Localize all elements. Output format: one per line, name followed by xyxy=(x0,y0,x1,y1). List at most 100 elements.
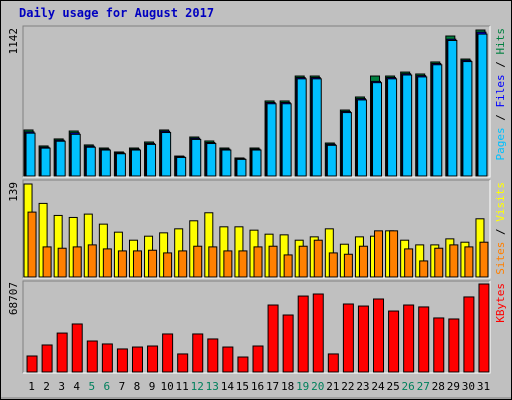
x-tick-label: 11 xyxy=(176,380,189,393)
bar xyxy=(115,153,126,177)
bar xyxy=(403,304,415,373)
x-tick-label: 12 xyxy=(191,380,204,393)
panel-shade xyxy=(22,25,490,177)
legend-entry: KBytes xyxy=(494,283,507,323)
bar xyxy=(341,112,352,177)
bar xyxy=(462,61,473,177)
bar xyxy=(402,74,413,177)
bar xyxy=(41,344,53,373)
legend-entry: Visits xyxy=(494,182,507,222)
bar xyxy=(193,245,203,278)
bar xyxy=(328,252,338,278)
x-tick-label: 1 xyxy=(28,380,35,393)
bar xyxy=(342,303,354,373)
panel-light xyxy=(23,26,491,178)
bar xyxy=(130,149,141,177)
bar xyxy=(100,149,111,177)
bar xyxy=(191,138,202,177)
bar xyxy=(147,345,159,373)
bar xyxy=(477,33,488,177)
bar xyxy=(447,39,458,177)
legend-separator: / xyxy=(494,222,507,242)
bar xyxy=(237,356,249,373)
bar xyxy=(206,143,217,177)
bar xyxy=(479,241,489,278)
bar xyxy=(162,333,174,373)
x-tick-label: 16 xyxy=(251,380,264,393)
legend: KBytes xyxy=(494,283,507,323)
legend-separator: / xyxy=(494,108,507,128)
bar xyxy=(236,158,247,177)
bar xyxy=(404,248,414,278)
bar xyxy=(207,338,219,373)
bar xyxy=(163,252,173,278)
legend-entry: Hits xyxy=(494,28,507,55)
x-tick-label: 28 xyxy=(432,380,445,393)
bar xyxy=(117,250,127,278)
bar xyxy=(448,318,460,373)
x-tick-label: 17 xyxy=(266,380,279,393)
bar xyxy=(388,310,400,373)
bar xyxy=(356,99,367,177)
x-tick-label: 29 xyxy=(447,380,460,393)
bar xyxy=(221,149,232,177)
bar xyxy=(26,355,38,373)
bar xyxy=(434,247,444,278)
bar xyxy=(417,76,428,177)
y-tick-label: 68707 xyxy=(7,282,20,315)
bar xyxy=(192,333,204,373)
bar xyxy=(25,132,36,177)
bar xyxy=(40,147,51,177)
panel-light xyxy=(23,281,491,374)
bar xyxy=(178,250,188,278)
x-tick-label: 9 xyxy=(149,380,156,393)
bar xyxy=(268,245,278,278)
bar xyxy=(70,133,81,177)
bar xyxy=(222,346,234,373)
bar xyxy=(478,283,490,373)
x-tick-label: 23 xyxy=(356,380,369,393)
bar xyxy=(313,239,323,278)
bar xyxy=(57,247,67,278)
bar xyxy=(266,103,277,177)
bar xyxy=(252,345,264,373)
bar xyxy=(419,260,429,278)
bar xyxy=(372,82,383,177)
bar xyxy=(418,306,430,373)
x-tick-label: 8 xyxy=(134,380,141,393)
bar xyxy=(267,304,279,373)
legend-entry: Pages xyxy=(494,127,507,160)
bar xyxy=(463,296,475,373)
x-tick-label: 26 xyxy=(402,380,415,393)
bar xyxy=(101,343,113,373)
bar xyxy=(283,254,293,278)
x-tick-label: 27 xyxy=(417,380,430,393)
bar xyxy=(433,317,445,373)
bar xyxy=(312,293,324,373)
bar xyxy=(326,144,337,177)
bar xyxy=(87,244,97,278)
bar xyxy=(223,250,233,278)
x-tick-label: 25 xyxy=(386,380,399,393)
x-tick-label: 24 xyxy=(371,380,385,393)
x-tick-label: 4 xyxy=(73,380,80,393)
chart-title: Daily usage for August 2017 xyxy=(19,6,214,20)
x-tick-label: 2 xyxy=(43,380,50,393)
bar xyxy=(176,156,187,177)
bar xyxy=(449,244,459,278)
bar xyxy=(296,78,307,177)
bar xyxy=(116,348,128,373)
bar xyxy=(131,346,143,373)
bar xyxy=(56,332,68,373)
bar xyxy=(343,253,353,278)
legend: Sites / Visits xyxy=(494,182,507,275)
bar xyxy=(464,246,474,278)
legend-entry: Files xyxy=(494,74,507,107)
panel-shade xyxy=(22,179,490,278)
x-tick-label: 14 xyxy=(221,380,235,393)
panel-shade xyxy=(22,280,490,373)
bar xyxy=(253,246,263,278)
bar xyxy=(432,64,443,177)
bar xyxy=(282,314,294,373)
